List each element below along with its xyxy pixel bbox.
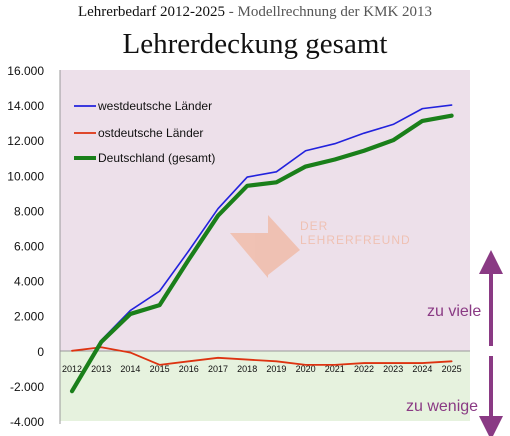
- x-tick-label: 2023: [383, 364, 403, 374]
- y-tick-label: 10.000: [7, 169, 44, 183]
- legend-label-west: westdeutsche Länder: [97, 99, 212, 113]
- x-tick-label: 2019: [266, 364, 286, 374]
- x-tick-label: 2015: [150, 364, 170, 374]
- legend: westdeutsche Länder ostdeutsche Länder Deu…: [74, 99, 215, 165]
- x-tick-label: 2013: [91, 364, 111, 374]
- legend-label-east: ostdeutsche Länder: [98, 126, 203, 140]
- chart-title: Lehrerdeckung gesamt: [122, 28, 388, 60]
- x-tick-label: 2014: [120, 364, 140, 374]
- series-line-west: [71, 104, 453, 392]
- x-tick-labels: 2012 2013 2014 2015 2016 2017 2018 2019 2020 2021…: [62, 364, 462, 374]
- x-tick-label: 2022: [354, 364, 374, 374]
- series-line-east: [71, 346, 453, 366]
- x-tick-label: 2012: [62, 364, 82, 374]
- y-tick-label: 12.000: [7, 134, 44, 148]
- supertitle-sub: Modellrechnung der KMK 2013: [237, 4, 433, 20]
- x-tick-label: 2020: [296, 364, 316, 374]
- background-bands: [60, 70, 470, 421]
- y-tick-label: 6.000: [14, 240, 44, 254]
- x-tick-label: 2017: [208, 364, 228, 374]
- y-tick-label: -4.000: [10, 415, 44, 429]
- y-tick-label: 8.000: [14, 204, 44, 218]
- watermark-triangle-left: [230, 233, 268, 278]
- watermark-text-line2: LEHRERFREUND: [300, 233, 411, 247]
- y-tick-label: 2.000: [14, 310, 44, 324]
- x-tick-label: 2021: [325, 364, 345, 374]
- watermark-triangle-right: [268, 215, 300, 275]
- y-tick-label: 0: [37, 345, 44, 359]
- y-tick-label: 14.000: [7, 99, 44, 113]
- watermark-text-line1: DER: [300, 219, 328, 233]
- y-tick-label: -2.000: [10, 380, 44, 394]
- series-lines: [69, 104, 454, 394]
- supertitle-separator: -: [224, 4, 238, 20]
- y-tick-labels: 16.000 14.000 12.000 10.000 8.000 6.000 4.000 2…: [7, 64, 44, 429]
- y-tick-label: 4.000: [14, 275, 44, 289]
- y-tick-label: 16.000: [7, 64, 44, 78]
- x-tick-label: 2016: [179, 364, 199, 374]
- x-tick-label: 2024: [412, 364, 432, 374]
- x-tick-label: 2025: [442, 364, 462, 374]
- watermark-logo: DER LEHRERFREUND: [230, 215, 411, 278]
- annotation-too-few: zu wenige: [406, 398, 478, 415]
- band-surplus: [60, 70, 470, 351]
- series-line-total: [69, 113, 454, 394]
- legend-label-total: Deutschland (gesamt): [98, 151, 215, 165]
- annotation-too-many: zu viele: [427, 303, 481, 320]
- page-supertitle: Lehrerbedarf 2012-2025 - Modellrechnung …: [0, 3, 510, 21]
- x-tick-label: 2018: [237, 364, 257, 374]
- supertitle-main: Lehrerbedarf 2012-2025: [77, 4, 225, 20]
